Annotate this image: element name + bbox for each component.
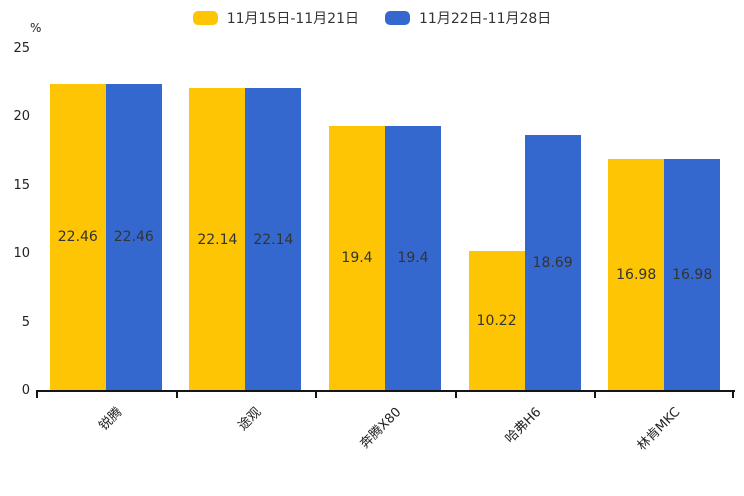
bar-奔腾X80-series-2: 19.4 <box>385 125 441 391</box>
bar-锐腾-series-1: 22.46 <box>49 83 106 391</box>
bar-value-label: 16.98 <box>616 266 657 283</box>
bar-value-label: 10.22 <box>476 313 517 330</box>
y-tick-label-25: 25 <box>13 41 30 56</box>
y-tick-label-10: 10 <box>13 246 30 262</box>
legend: 11月15日-11月21日 11月22日-11月28日 <box>0 8 744 28</box>
plot-area: 22.46 22.46 22.14 22.14 19.4 19.4 10.22 18.69 16… <box>36 49 734 391</box>
bar-林肯MKC-series-1: 16.98 <box>608 158 665 391</box>
bar-奔腾X80-series-1: 19.4 <box>329 125 385 391</box>
legend-item-week1[interactable]: 11月15日-11月21日 <box>192 8 359 28</box>
bar-林肯MKC-series-2: 16.98 <box>664 158 721 391</box>
x-axis-tick <box>732 392 734 398</box>
x-axis-tick <box>454 392 457 398</box>
x-category-label-锐腾: 锐腾 <box>96 404 126 434</box>
y-tick-label-0: 0 <box>21 383 30 398</box>
y-axis-unit-label: % <box>30 21 42 35</box>
bar-value-label: 22.46 <box>57 229 98 246</box>
x-axis-tick <box>594 392 597 398</box>
y-tick-label-15: 15 <box>13 177 30 193</box>
bar-哈弗H6-series-1: 10.22 <box>468 251 525 391</box>
bar-哈弗H6-series-2: 18.69 <box>524 135 581 391</box>
legend-item-week2[interactable]: 11月22日-11月28日 <box>385 8 551 28</box>
x-axis-line <box>36 390 735 392</box>
bar-value-label: 22.14 <box>197 231 238 248</box>
x-axis-tick <box>36 392 38 398</box>
bar-value-label: 19.4 <box>341 250 373 267</box>
legend-swatch-blue-icon <box>385 11 410 25</box>
bar-锐腾-series-2: 22.46 <box>105 83 162 391</box>
x-category-label-哈弗H6: 哈弗H6 <box>502 404 545 447</box>
x-category-label-林肯MKC: 林肯MKC <box>634 404 684 454</box>
bar-value-label: 19.4 <box>397 250 429 267</box>
bar-value-label: 22.14 <box>253 231 294 248</box>
bar-途观-series-1: 22.14 <box>189 88 246 391</box>
y-tick-label-20: 20 <box>13 109 30 125</box>
x-category-label-途观: 途观 <box>235 404 265 434</box>
x-category-label-奔腾X80: 奔腾X80 <box>357 404 405 452</box>
bar-途观-series-2: 22.14 <box>245 88 302 391</box>
bar-value-label: 18.69 <box>532 255 573 272</box>
x-axis-tick <box>175 392 178 398</box>
bar-value-label: 22.46 <box>113 229 154 246</box>
x-axis-labels: 锐腾 途观 奔腾X80 哈弗H6 林肯MKC <box>36 400 734 470</box>
bar-value-label: 16.98 <box>672 266 713 283</box>
legend-label-week2: 11月22日-11月28日 <box>419 11 552 27</box>
legend-swatch-yellow-icon <box>192 11 218 25</box>
legend-label-week1: 11月15日-11月21日 <box>226 11 359 27</box>
y-tick-label-5: 5 <box>21 314 30 330</box>
x-axis-tick <box>315 392 318 398</box>
